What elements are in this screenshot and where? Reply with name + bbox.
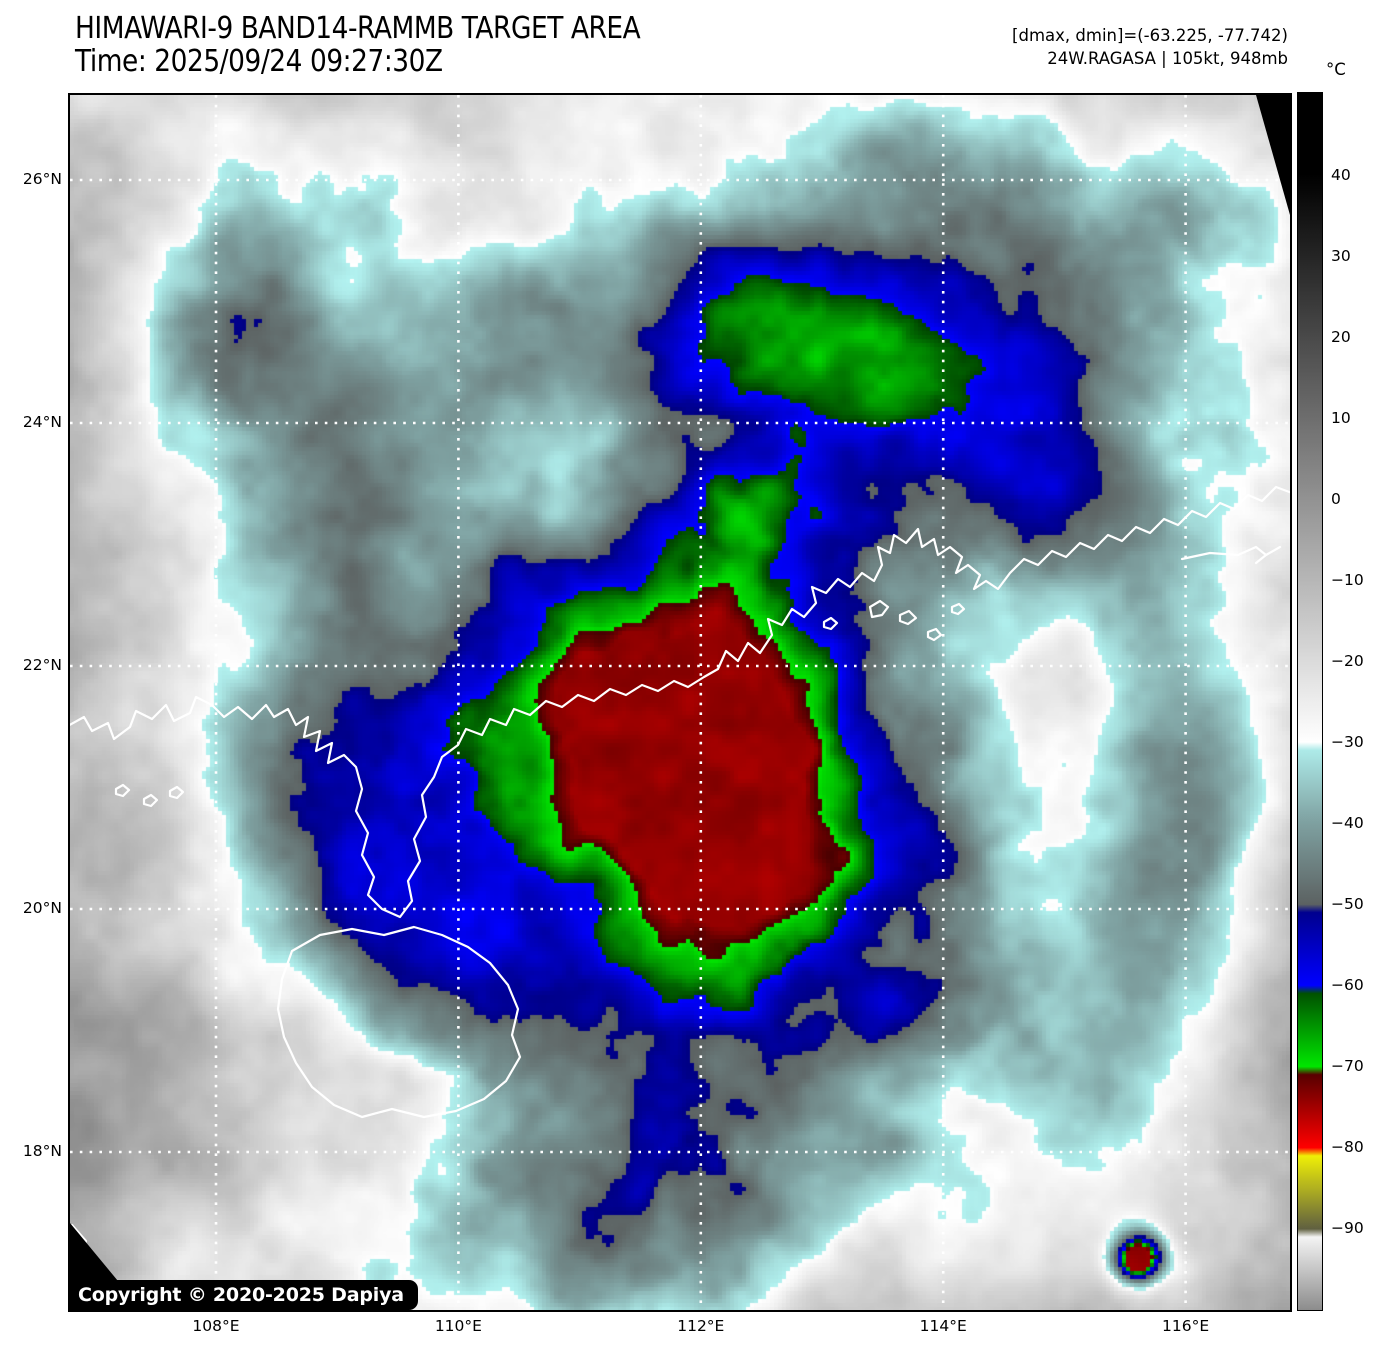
dmax-dmin-readout: [dmax, dmin]=(-63.225, -77.742) <box>1012 26 1288 45</box>
coastline <box>276 925 522 1119</box>
colorbar-tick-label: −40 <box>1331 814 1364 833</box>
lon-label: 110°E <box>434 1317 482 1335</box>
storm-info: 24W.RAGASA | 105kt, 948mb <box>1047 49 1288 68</box>
header-left: HIMAWARI-9 BAND14-RAMMB TARGET AREA Time… <box>75 11 641 79</box>
lat-label: 20°N <box>22 899 62 917</box>
header-right: [dmax, dmin]=(-63.225, -77.742) 24W.RAGA… <box>1012 24 1288 70</box>
lon-label: 108°E <box>192 1317 240 1335</box>
lon-label: 116°E <box>1162 1317 1210 1335</box>
copyright-badge: Copyright © 2020-2025 Dapiya <box>70 1280 418 1310</box>
colorbar-tick-label: −70 <box>1331 1057 1364 1076</box>
lat-label: 18°N <box>22 1142 62 1160</box>
lat-label: 26°N <box>22 170 62 188</box>
lat-label: 24°N <box>22 413 62 431</box>
corner-mask-top-right <box>1256 95 1290 215</box>
colorbar-tick-label: −10 <box>1331 570 1364 589</box>
coastline <box>898 609 918 626</box>
colorbar-tick-label: −50 <box>1331 895 1364 914</box>
map-area: Copyright © 2020-2025 Dapiya <box>68 93 1292 1312</box>
map-overlay <box>70 95 1290 1310</box>
coastline <box>142 793 159 808</box>
satellite-ir-image <box>70 95 1290 1310</box>
coastline <box>70 485 1290 919</box>
colorbar-tick-label: −90 <box>1331 1219 1364 1238</box>
coastline <box>168 785 185 800</box>
colorbar-tick-label: −60 <box>1331 976 1364 995</box>
coastline <box>950 602 966 616</box>
coastline <box>1180 545 1282 565</box>
coastline <box>926 627 943 642</box>
colorbar-tick-label: 40 <box>1331 165 1351 184</box>
coastline <box>114 783 131 798</box>
coastline <box>822 616 839 631</box>
lon-label: 114°E <box>919 1317 967 1335</box>
coastline <box>868 599 890 619</box>
colorbar-tick-label: 20 <box>1331 327 1351 346</box>
colorbar-tick-label: −80 <box>1331 1138 1364 1157</box>
colorbar-tick-label: −20 <box>1331 651 1364 670</box>
product-time: Time: 2025/09/24 09:27:30Z <box>75 44 443 79</box>
colorbar-unit-label: °C <box>1326 60 1346 79</box>
lat-label: 22°N <box>22 656 62 674</box>
colorbar-tick-label: 30 <box>1331 246 1351 265</box>
colorbar-tick-label: 0 <box>1331 489 1341 508</box>
colorbar <box>1297 92 1323 1311</box>
colorbar-tick-label: −30 <box>1331 733 1364 752</box>
lon-label: 112°E <box>677 1317 725 1335</box>
colorbar-tick-label: 10 <box>1331 408 1351 427</box>
product-title: HIMAWARI-9 BAND14-RAMMB TARGET AREA <box>75 11 641 46</box>
